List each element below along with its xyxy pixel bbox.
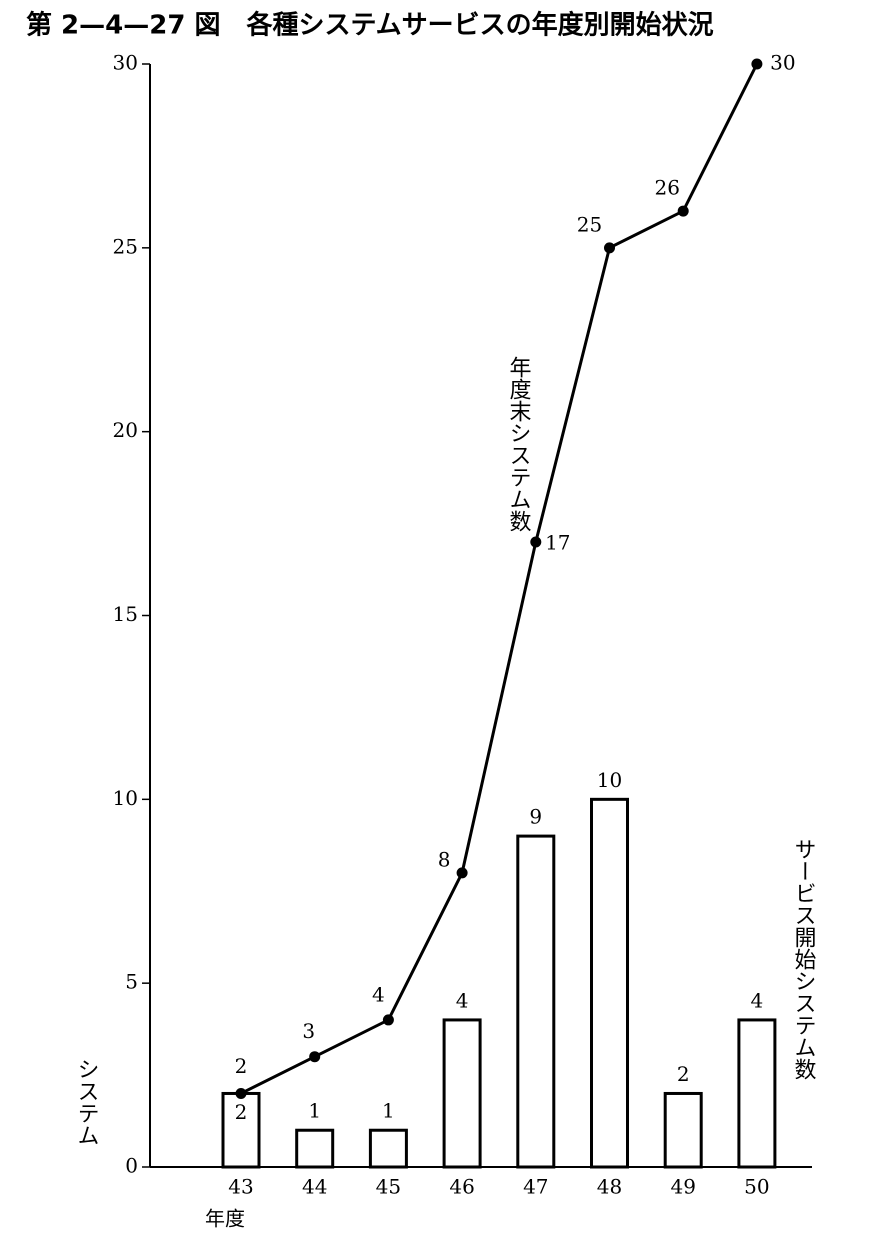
- y-tick-label: 5: [125, 970, 138, 994]
- bar-value-label: 1: [382, 1099, 395, 1123]
- bar: [663, 1091, 703, 1169]
- x-tick-label: 44: [302, 1175, 327, 1199]
- y-tick-label: 0: [125, 1154, 138, 1178]
- line-value-label: 26: [654, 176, 679, 200]
- x-tick-label: 46: [449, 1175, 474, 1199]
- line-value-label: 2: [235, 1054, 248, 1078]
- x-tick-label: 48: [597, 1175, 622, 1199]
- bar: [295, 1128, 335, 1169]
- y-tick-label: 30: [113, 51, 138, 75]
- line-value-label: 17: [545, 530, 570, 554]
- chart-title: 第 2—4—27 図 各種システムサービスの年度別開始状況: [26, 10, 714, 41]
- x-tick-label: 50: [744, 1175, 769, 1199]
- x-tick-label: 49: [670, 1175, 695, 1199]
- bar: [737, 1018, 777, 1169]
- line-value-label: 4: [372, 982, 385, 1006]
- y-tick-label: 10: [113, 786, 138, 810]
- line-value-label: 8: [438, 847, 451, 871]
- x-tick-label: 47: [523, 1175, 548, 1199]
- bar-value-label: 1: [308, 1099, 321, 1123]
- bar: [368, 1128, 408, 1169]
- y-tick-label: 20: [113, 418, 138, 442]
- bar-value-label: 2: [677, 1062, 690, 1086]
- line-point: [382, 1014, 394, 1026]
- bar-value-label: 2: [235, 1100, 248, 1124]
- bar: [442, 1018, 482, 1169]
- legend-label: サービス開始システム数: [791, 838, 817, 1080]
- line-point: [677, 205, 689, 217]
- bar: [516, 834, 556, 1169]
- bar-value-label: 9: [529, 805, 542, 829]
- line-value-label: 3: [302, 1019, 315, 1043]
- line-point: [456, 867, 468, 879]
- line-value-label: 30: [770, 51, 795, 75]
- line-point: [309, 1051, 321, 1063]
- bar-value-label: 4: [456, 988, 469, 1012]
- bar-value-label: 10: [597, 768, 622, 792]
- line-value-label: 25: [577, 212, 602, 236]
- bar: [590, 797, 629, 1169]
- legend-label: 年度末システム数: [506, 356, 532, 532]
- line: [240, 63, 759, 1095]
- y-tick-label: 15: [113, 602, 138, 626]
- line-point: [530, 536, 542, 548]
- x-axis-label: 年度: [205, 1207, 245, 1231]
- line-point: [235, 1087, 247, 1099]
- x-tick-label: 45: [376, 1175, 401, 1199]
- line-point: [751, 58, 763, 70]
- line-point: [604, 242, 615, 254]
- y-tick-label: 25: [113, 234, 138, 258]
- y-axis-label: システム: [74, 1058, 99, 1146]
- bar-value-label: 4: [751, 988, 764, 1012]
- x-tick-label: 43: [228, 1175, 253, 1199]
